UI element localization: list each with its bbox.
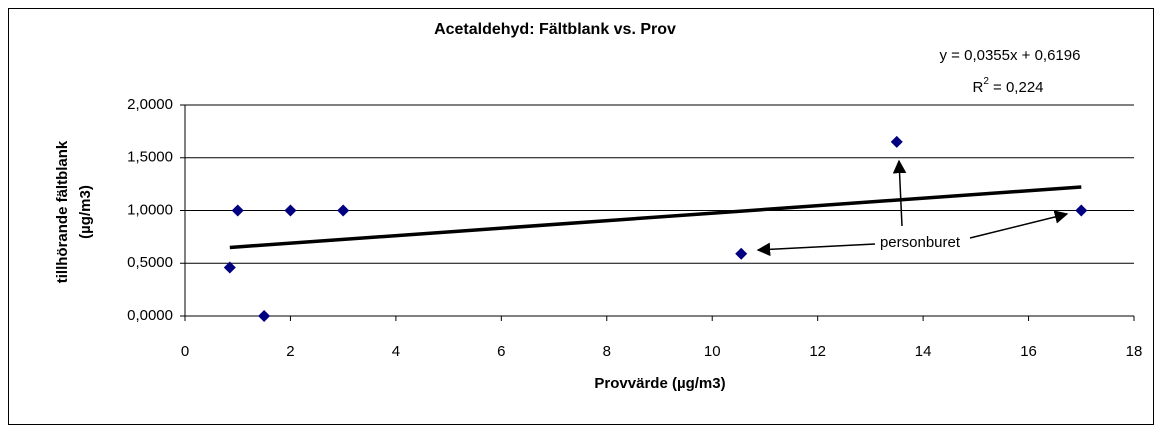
x-tick-label: 14	[915, 343, 932, 360]
annotation-arrow	[756, 242, 876, 257]
r2-symbol: R	[972, 79, 983, 96]
y-tick-label: 1,5000	[127, 149, 173, 166]
x-tick-label: 18	[1126, 343, 1143, 360]
x-tick-label: 8	[603, 343, 611, 360]
chart-border	[8, 8, 1154, 425]
x-tick-label: 10	[704, 343, 721, 360]
annotation-arrow	[969, 210, 1069, 239]
trend-r2: R2 = 0,224	[972, 76, 1043, 96]
x-tick-label: 6	[497, 343, 505, 360]
annotation-arrow	[892, 159, 907, 227]
r2-text: = 0,224	[989, 79, 1044, 96]
y-tick-label: 2,0000	[127, 96, 173, 113]
chart-title: Acetaldehyd: Fältblank vs. Prov	[434, 21, 676, 38]
y-axis-label: (µg/m3)	[77, 185, 94, 239]
y-tick-label: 0,5000	[127, 254, 173, 271]
x-tick-label: 0	[181, 343, 189, 360]
trendline	[229, 185, 1082, 250]
data-point	[223, 261, 236, 274]
x-tick-label: 2	[286, 343, 294, 360]
r2-exponent: 2	[983, 76, 989, 87]
y-tick-label: 1,0000	[127, 201, 173, 218]
data-point	[337, 204, 350, 217]
trend-equation: y = 0,0355x + 0,6196	[940, 47, 1081, 64]
data-point	[231, 204, 244, 217]
data-point	[258, 310, 271, 322]
annotation: personburet	[880, 234, 961, 251]
x-tick-label: 4	[392, 343, 400, 360]
y-tick-label: 0,0000	[127, 307, 173, 324]
x-tick-label: 16	[1020, 343, 1037, 360]
y-axis-label: tillhörande fältblank	[54, 140, 71, 283]
x-tick-label: 12	[809, 343, 826, 360]
x-axis-label: Provvärde (µg/m3)	[594, 375, 725, 392]
data-point	[890, 135, 903, 148]
data-point	[284, 204, 297, 217]
data-point	[735, 247, 748, 260]
data-point	[1075, 204, 1088, 217]
